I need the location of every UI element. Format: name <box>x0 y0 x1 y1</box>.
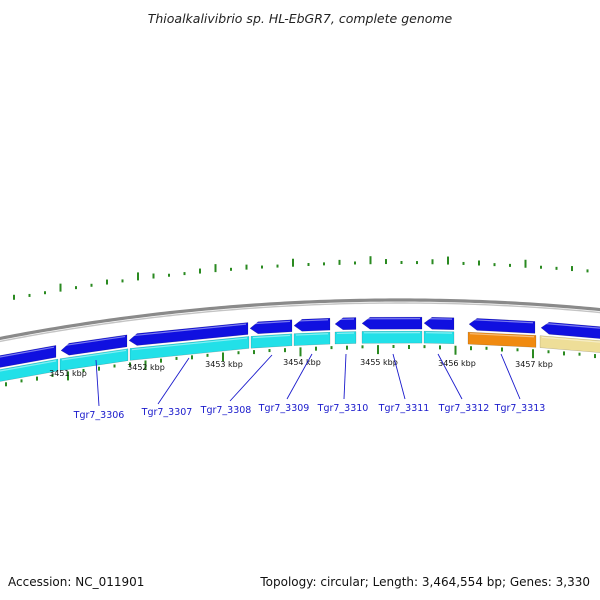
gene-label-tgr7-3311[interactable]: Tgr7_3311 <box>378 403 430 414</box>
leader-line-5 <box>343 353 347 400</box>
gene-label-tgr7-3307[interactable]: Tgr7_3307 <box>141 407 193 418</box>
leader-line-6 <box>392 353 406 400</box>
reverse-cds-2[interactable] <box>59 348 129 371</box>
reverse-cds-3[interactable] <box>129 336 250 361</box>
forward-cds-7[interactable] <box>361 316 423 330</box>
reverse-cds-7[interactable] <box>361 330 423 344</box>
reverse-cds-8[interactable] <box>423 330 455 344</box>
genome-title: Thioalkalivibrio sp. HL-EbGR7, complete … <box>148 11 453 26</box>
reverse-cds-5-highlight <box>295 333 329 336</box>
forward-cds-2-highlight <box>62 335 126 347</box>
scale-label-3455: 3455 kbp <box>360 358 398 367</box>
gene-label-leaders <box>95 353 521 407</box>
outer-gc-ticks <box>13 256 589 300</box>
reverse-cds-6[interactable] <box>334 331 357 345</box>
inner-gc-ticks <box>5 345 596 387</box>
forward-cds-5-highlight <box>295 319 329 322</box>
reverse-strand-track <box>0 330 600 382</box>
forward-strand-track <box>0 316 600 368</box>
forward-cds-10[interactable] <box>540 322 600 339</box>
reverse-cds-9[interactable] <box>467 331 537 348</box>
reverse-cds-10-highlight <box>541 336 600 343</box>
leader-line-4 <box>286 353 313 400</box>
gene-labels: Tgr7_3306 Tgr7_3307 Tgr7_3308 Tgr7_3309 … <box>73 403 546 421</box>
forward-cds-4-highlight <box>251 320 291 325</box>
scale-labels: 3451 kbp 3452 kbp 3453 kbp 3454 kbp 3455… <box>49 358 553 378</box>
forward-cds-4[interactable] <box>249 319 293 335</box>
forward-cds-9[interactable] <box>468 318 536 334</box>
gene-label-tgr7-3309[interactable]: Tgr7_3309 <box>258 403 310 414</box>
reverse-cds-1[interactable] <box>0 358 59 382</box>
scale-label-3453: 3453 kbp <box>205 360 243 369</box>
forward-cds-8[interactable] <box>423 316 455 330</box>
forward-cds-10-highlight <box>542 322 600 329</box>
reverse-cds-10[interactable] <box>539 335 600 353</box>
scale-label-3451: 3451 kbp <box>49 369 87 378</box>
reverse-cds-1-highlight <box>0 360 57 372</box>
forward-cds-6[interactable] <box>334 317 357 331</box>
gene-label-tgr7-3306[interactable]: Tgr7_3306 <box>73 410 125 421</box>
reverse-cds-9-highlight <box>469 333 535 338</box>
gene-label-tgr7-3310[interactable]: Tgr7_3310 <box>317 403 369 414</box>
forward-cds-5[interactable] <box>293 317 331 332</box>
forward-cds-3-highlight <box>130 323 247 337</box>
forward-cds-3[interactable] <box>128 322 249 346</box>
reverse-cds-3-highlight <box>131 337 248 351</box>
reverse-cds-4[interactable] <box>250 333 293 349</box>
scale-label-3454: 3454 kbp <box>283 358 321 367</box>
leader-line-2 <box>157 357 190 405</box>
gene-label-tgr7-3313[interactable]: Tgr7_3313 <box>494 403 546 414</box>
backbone-inner-line <box>0 302 600 343</box>
leader-line-3 <box>229 354 273 402</box>
accession-text: Accession: NC_011901 <box>8 575 144 589</box>
topology-text: Topology: circular; Length: 3,464,554 bp… <box>259 575 590 589</box>
reverse-cds-2-highlight <box>61 349 127 361</box>
forward-cds-2[interactable] <box>60 334 128 356</box>
gene-label-tgr7-3312[interactable]: Tgr7_3312 <box>438 403 490 414</box>
forward-cds-1-highlight <box>0 346 55 358</box>
leader-line-8 <box>500 353 521 400</box>
genome-backbone <box>0 298 600 343</box>
leader-line-1 <box>95 359 100 407</box>
forward-cds-1[interactable] <box>0 345 57 368</box>
reverse-cds-5[interactable] <box>293 331 331 346</box>
scale-label-3452: 3452 kbp <box>127 363 165 372</box>
scale-label-3457: 3457 kbp <box>515 360 553 369</box>
leader-line-7 <box>437 353 463 400</box>
forward-cds-9-highlight <box>470 319 534 324</box>
gene-label-tgr7-3308[interactable]: Tgr7_3308 <box>200 405 252 416</box>
backbone-outer-line <box>0 298 600 341</box>
reverse-cds-4-highlight <box>252 334 291 339</box>
scale-label-3456: 3456 kbp <box>438 359 476 368</box>
